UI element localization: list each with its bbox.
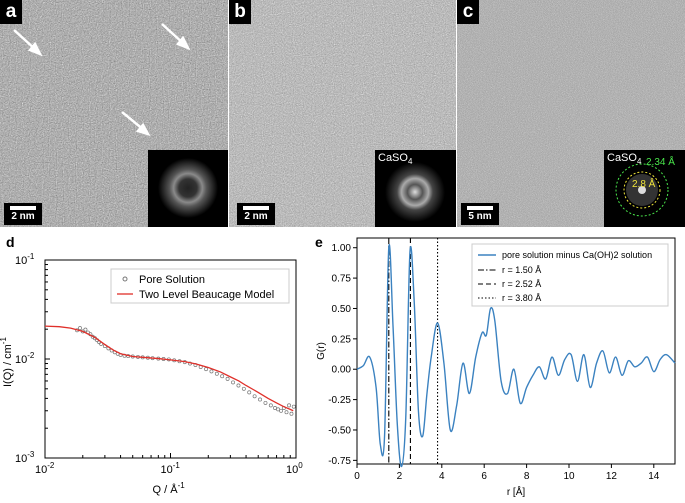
data-point-pore-solution	[236, 383, 241, 388]
y-tick-label-d: 10-2	[15, 351, 35, 366]
panel-label-b: b	[229, 0, 251, 24]
data-point-pore-solution	[252, 394, 257, 399]
y-axis-label-d: I(Q) / cm-1	[0, 337, 14, 387]
legend-label-dotted: r = 3.80 Å	[502, 293, 541, 303]
data-point-pore-solution	[268, 403, 273, 408]
y-tick-label-e: -0.75	[328, 456, 351, 467]
data-point-pore-solution	[209, 369, 214, 374]
x-tick-label-e: 14	[648, 471, 660, 482]
y-tick-label-d: 10-1	[15, 252, 35, 267]
legend-label-pore-solution: Pore Solution	[139, 274, 205, 286]
data-point-pore-solution	[279, 408, 283, 413]
legend-label-model: Two Level Beaucage Model	[139, 289, 274, 301]
x-tick-label-d: 10-1	[161, 461, 181, 476]
data-point-pore-solution	[284, 410, 289, 415]
y-tick-label-e: -0.50	[328, 425, 351, 436]
data-point-pore-solution	[220, 374, 225, 379]
arrow-markers-a	[13, 23, 191, 137]
scale-bar-a: 2 nm	[4, 203, 42, 225]
x-tick-label-e: 12	[606, 471, 618, 482]
y-tick-label-e: 0.00	[332, 365, 352, 376]
ring-outer	[615, 163, 669, 217]
data-point-pore-solution	[247, 390, 252, 395]
chart-e-pdf: 0 2 4 6 8 10 12 14 -0.75 -0.50 -0.25 0.00 0.25 0.50 0.…	[316, 237, 676, 498]
ring-outer-label: 2.34 Å	[646, 157, 675, 168]
y-tick-label-e: 0.25	[332, 334, 352, 345]
fft-inset-c: CaSO4 2.34 Å 2.8 Å	[604, 150, 685, 227]
legend-label-dashed: r = 2.52 Å	[502, 279, 541, 289]
y-tick-label-e: 0.50	[332, 304, 352, 315]
inset-label-c: CaSO4	[607, 152, 642, 167]
x-tick-label-d: 100	[286, 461, 303, 476]
micrograph-panel-b: b CaSO4 2 nm	[229, 0, 456, 227]
data-point-pore-solution	[258, 397, 262, 402]
scale-bar-label-a: 2 nm	[11, 211, 35, 222]
x-tick-label-e: 0	[354, 471, 360, 482]
panel-label-a: a	[0, 0, 22, 24]
panel-label-e: e	[315, 234, 323, 250]
micrograph-panel-a: a 2 nm	[0, 0, 228, 227]
data-point-pore-solution	[231, 380, 235, 385]
scale-bar-label-b: 2 nm	[244, 211, 268, 222]
series-line-gr	[356, 244, 676, 468]
model-line-beaucage	[44, 325, 294, 412]
x-axis-label-e: r [Å]	[507, 485, 526, 498]
x-axis-label-d: Q / Å-1	[153, 481, 186, 496]
legend-label-dashdot: r = 1.50 Å	[502, 265, 541, 275]
legend-marker-pore-solution	[122, 276, 128, 282]
x-tick-label-e: 8	[524, 471, 530, 482]
fft-inset-b: CaSO4	[375, 150, 456, 227]
ring-inner-label: 2.8 Å	[632, 179, 656, 190]
panel-label-d: d	[6, 234, 15, 250]
x-tick-label-e: 10	[563, 471, 575, 482]
y-tick-label-d: 10-3	[15, 450, 35, 465]
micrograph-panel-c: c CaSO4 2.34 Å 2.8 Å 5 nm	[457, 0, 685, 227]
data-point-pore-solution	[263, 400, 268, 405]
legend-box-e	[471, 243, 669, 307]
fft-inset-a	[148, 150, 228, 227]
y-tick-label-e: -0.25	[328, 395, 351, 406]
data-point-pore-solution	[214, 371, 219, 376]
legend-label-series: pore solution minus Ca(OH)2 solution	[502, 250, 652, 260]
scale-bar-c: 5 nm	[461, 203, 499, 225]
scale-bar-b: 2 nm	[237, 203, 275, 225]
x-tick-label-e: 4	[439, 471, 445, 482]
data-point-pore-solution	[241, 386, 246, 391]
ring-inner	[623, 171, 661, 209]
x-tick-label-e: 2	[397, 471, 403, 482]
x-tick-label-d: 10-2	[35, 461, 55, 476]
y-axis-label-e: G(r)	[316, 342, 327, 360]
data-point-pore-solution	[287, 403, 291, 408]
scale-bar-label-c: 5 nm	[468, 211, 492, 222]
data-point-pore-solution	[225, 376, 230, 381]
data-point-pore-solution	[291, 404, 296, 409]
data-point-pore-solution	[83, 327, 88, 332]
data-point-pore-solution	[273, 406, 277, 410]
data-point-pore-solution	[78, 326, 82, 331]
y-tick-label-e: 0.75	[332, 274, 352, 285]
x-tick-label-e: 6	[481, 471, 487, 482]
data-point-pore-solution	[289, 411, 294, 416]
legend-box-d	[110, 268, 290, 304]
micrograph-image-a	[0, 0, 228, 227]
inset-label-b: CaSO4	[378, 152, 413, 167]
panel-label-c: c	[457, 0, 479, 24]
y-tick-label-e: 1.00	[332, 243, 352, 254]
